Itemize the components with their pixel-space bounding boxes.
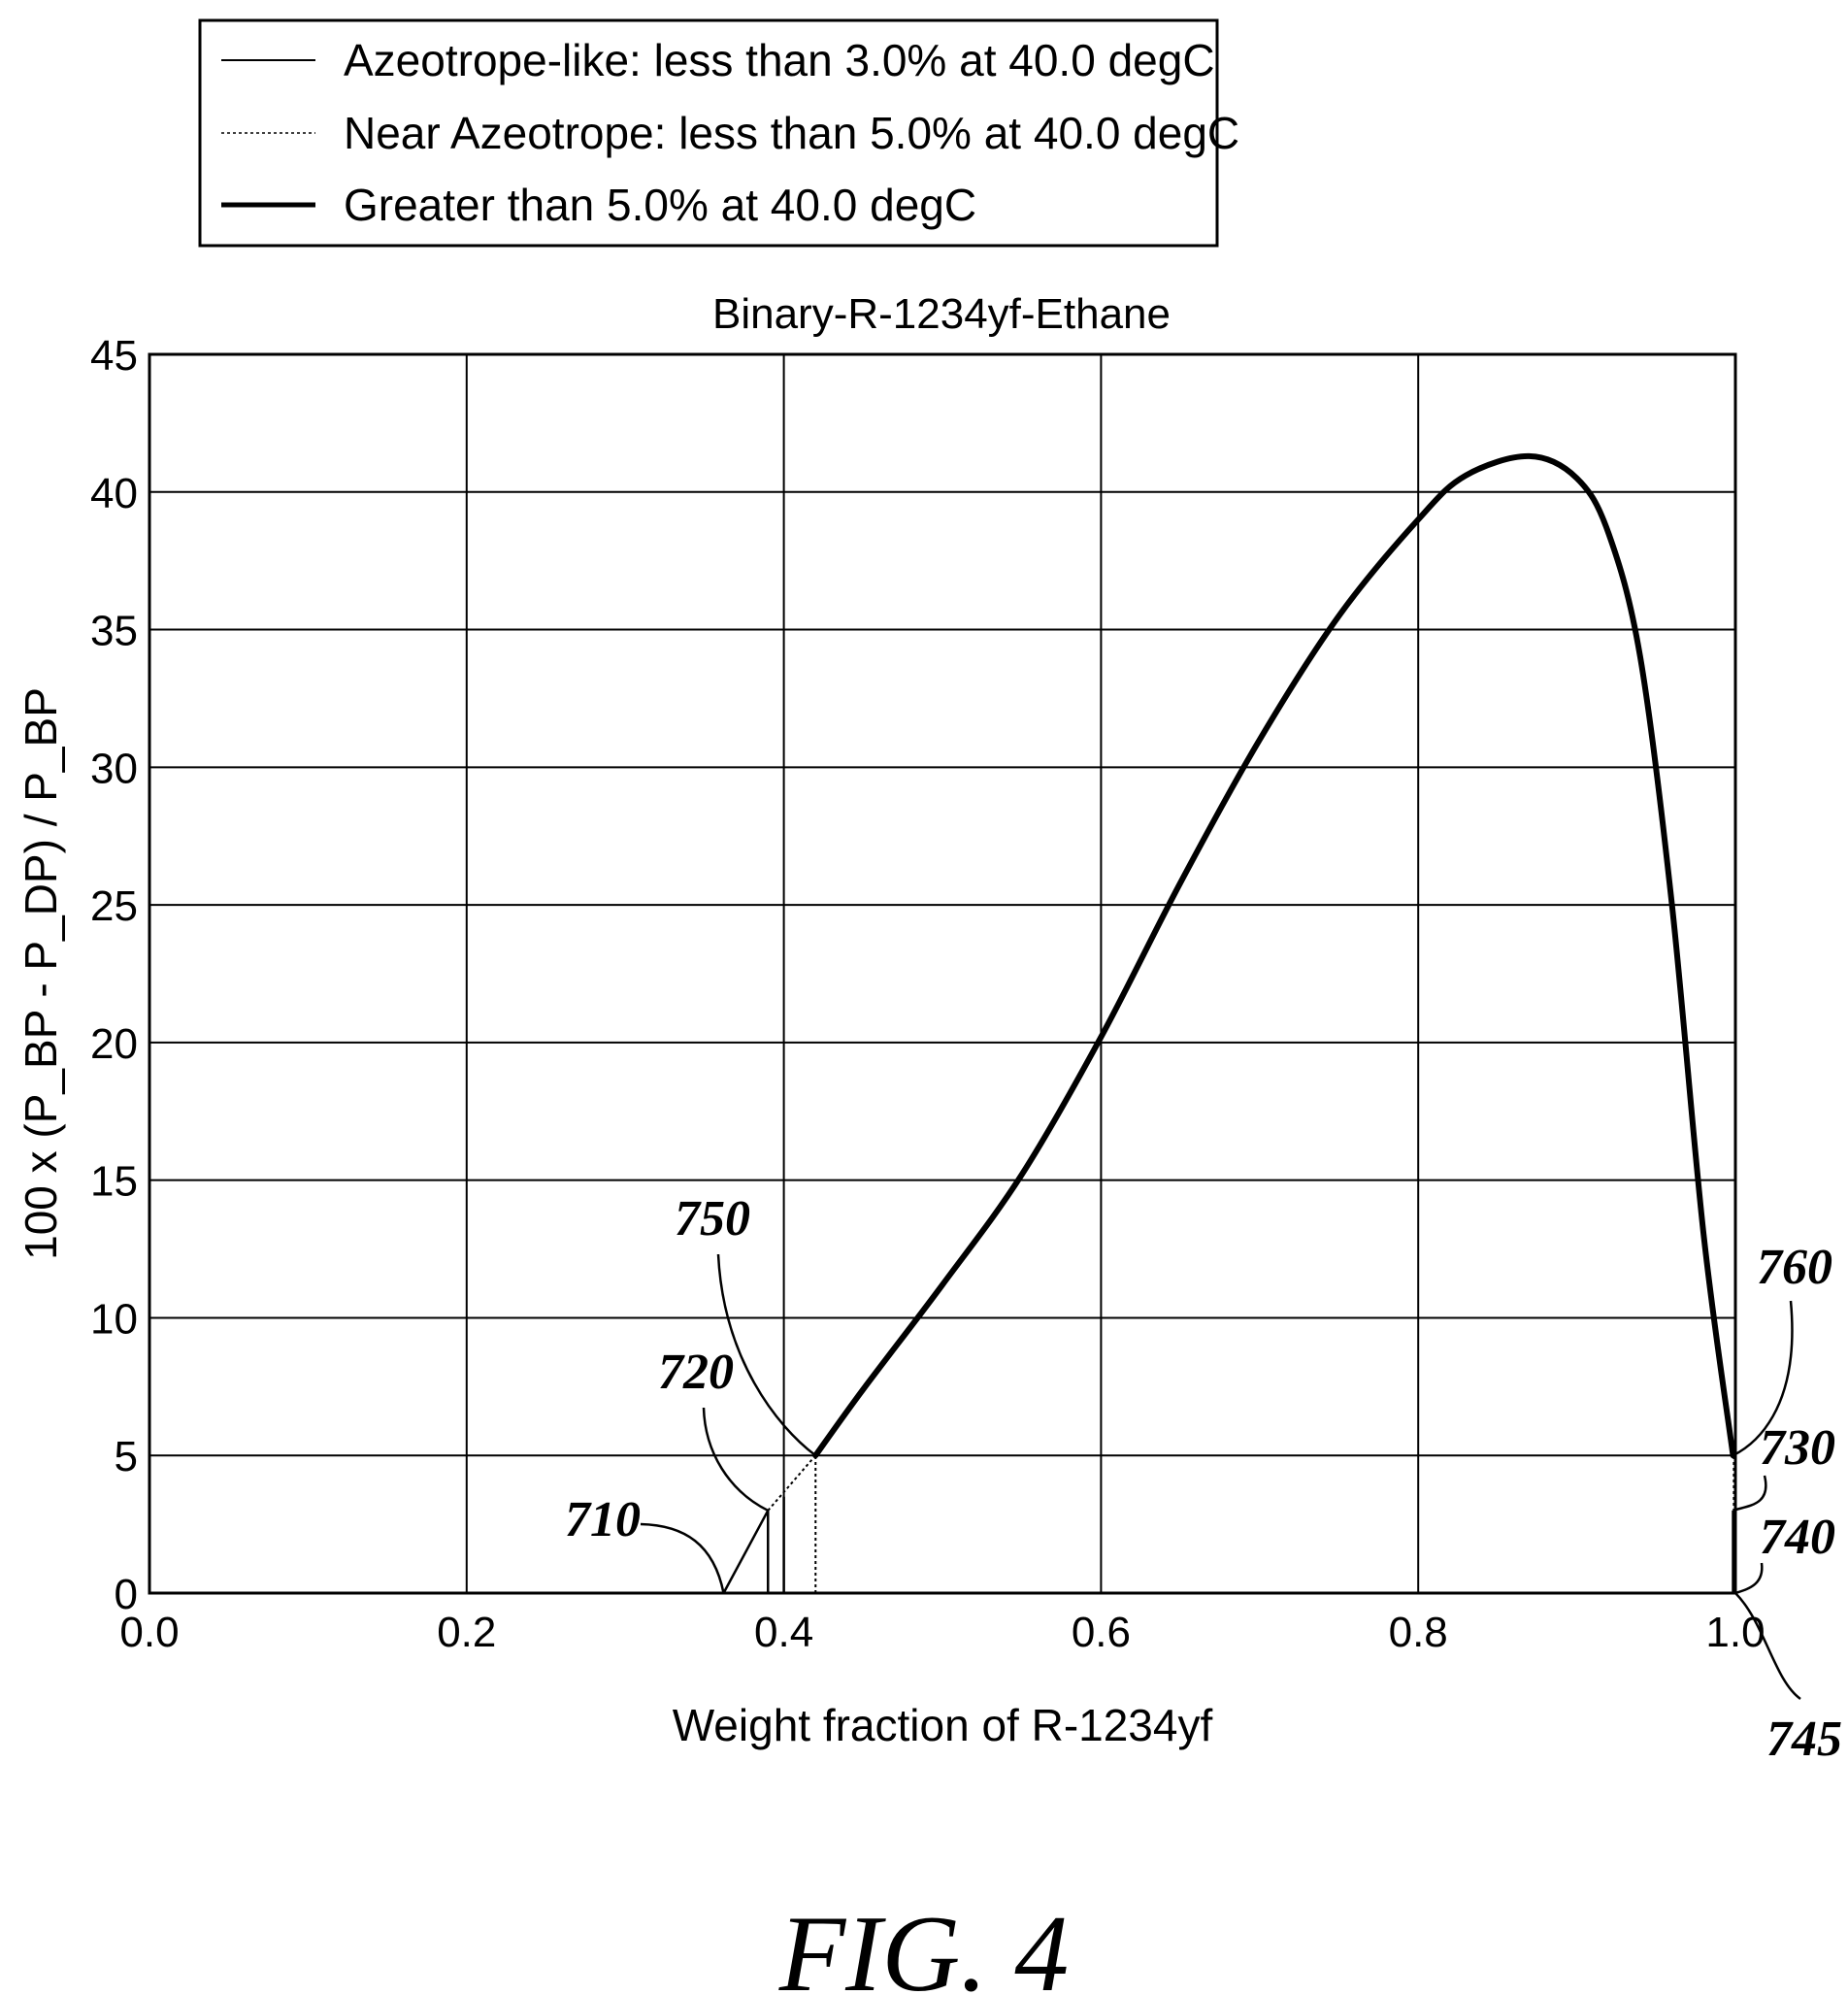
x-tick-label: 0.0 bbox=[119, 1609, 179, 1656]
y-tick-label: 20 bbox=[90, 1020, 138, 1068]
legend-box bbox=[198, 18, 1219, 248]
series-0-segment bbox=[722, 1510, 770, 1594]
chart-title: Binary-R-1234yf-Ethane bbox=[712, 290, 1171, 338]
y-axis-label: 100 x (P_BP - P_DP) / P_BP bbox=[16, 687, 66, 1260]
reference-710-label: 710 bbox=[565, 1492, 641, 1547]
reference-760-label: 760 bbox=[1757, 1240, 1832, 1295]
y-tick-label: 25 bbox=[90, 882, 138, 930]
x-tick-label: 0.2 bbox=[437, 1609, 496, 1656]
reference-740-leader bbox=[1734, 1562, 1764, 1595]
series-2-line bbox=[812, 452, 1736, 1459]
reference-760-leader bbox=[1732, 1300, 1794, 1457]
reference-annotations: 710 720 750 760 730 740 745 bbox=[565, 1191, 1842, 1767]
reference-750-leader bbox=[716, 1253, 817, 1457]
legend-label-azeotrope-like: Azeotrope-like: less than 3.0% at 40.0 d… bbox=[344, 35, 1215, 85]
reference-750-label: 750 bbox=[675, 1191, 750, 1247]
series bbox=[722, 452, 1736, 1594]
y-axis-ticks: 0 5 10 15 20 25 30 35 40 45 bbox=[90, 332, 138, 1618]
series-1-segment bbox=[767, 1454, 817, 1512]
reference-730-label: 730 bbox=[1760, 1420, 1835, 1476]
reference-730-leader bbox=[1732, 1475, 1767, 1513]
y-tick-label: 40 bbox=[90, 470, 138, 517]
y-tick-label: 30 bbox=[90, 745, 138, 792]
legend: Azeotrope-like: less than 3.0% at 40.0 d… bbox=[198, 18, 1239, 248]
y-tick-label: 45 bbox=[90, 332, 138, 380]
x-axis-ticks: 0.0 0.2 0.4 0.6 0.8 1.0 bbox=[119, 1609, 1765, 1656]
y-tick-label: 5 bbox=[115, 1433, 138, 1480]
y-tick-label: 15 bbox=[90, 1158, 138, 1206]
y-tick-label: 0 bbox=[115, 1571, 138, 1618]
x-axis-label: Weight fraction of R-1234yf bbox=[673, 1700, 1213, 1750]
reference-745-leader bbox=[1734, 1592, 1801, 1701]
x-tick-label: 1.0 bbox=[1705, 1609, 1765, 1656]
plot-frame bbox=[148, 352, 1737, 1595]
y-tick-label: 10 bbox=[90, 1295, 138, 1343]
x-tick-label: 0.6 bbox=[1072, 1609, 1131, 1656]
x-tick-label: 0.4 bbox=[754, 1609, 813, 1656]
y-tick-label: 35 bbox=[90, 608, 138, 655]
reference-710-leader bbox=[640, 1522, 725, 1594]
reference-720-leader bbox=[702, 1407, 769, 1513]
figure-label: FIG. 4 bbox=[778, 1894, 1070, 1995]
legend-label-greater-than: Greater than 5.0% at 40.0 degC bbox=[344, 180, 976, 230]
reference-740-label: 740 bbox=[1760, 1510, 1835, 1565]
legend-label-near-azeotrope: Near Azeotrope: less than 5.0% at 40.0 d… bbox=[344, 108, 1239, 158]
grid bbox=[148, 353, 1736, 1594]
reference-720-label: 720 bbox=[658, 1345, 734, 1400]
x-tick-label: 0.8 bbox=[1389, 1609, 1448, 1656]
reference-745-label: 745 bbox=[1766, 1712, 1842, 1767]
